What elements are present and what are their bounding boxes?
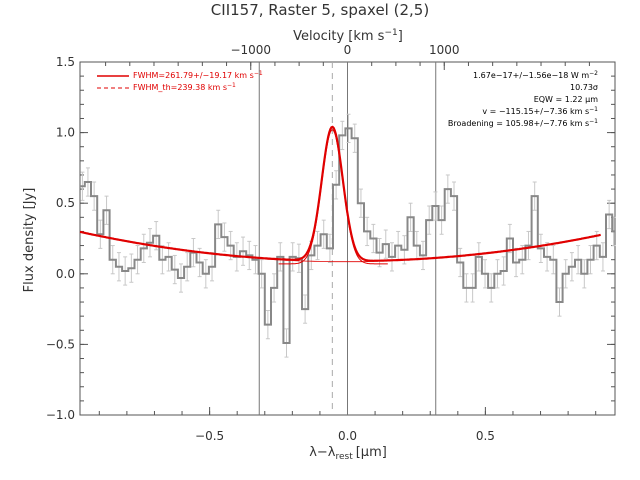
top-axis-label: Velocity [km s−1] (293, 28, 403, 44)
top-tick-label: 0 (344, 43, 352, 57)
error-bars (80, 113, 616, 358)
legend: FWHM=261.79+/−19.17 km s−1 FWHM_th=239.3… (97, 70, 263, 92)
annotation-flux-value: 1.67e−17+/−1.56e−18 W m (473, 71, 589, 80)
x-axis-label-sub: rest (335, 452, 353, 462)
y-axis-label: Flux density [Jy] (22, 188, 37, 293)
x-tick-label: −0.5 (195, 429, 224, 443)
annotation-broadening: Broadening = 105.98+/−7.76 km s−1 (448, 118, 598, 128)
annotation-velocity-sup: −1 (589, 106, 598, 113)
annotation-broadening-value: Broadening = 105.98+/−7.76 km s (448, 119, 589, 128)
total-fit-line (79, 125, 601, 262)
y-tick-label: 0.5 (56, 196, 75, 210)
x-tick-label: 0.0 (338, 429, 357, 443)
annotation-velocity-value: v = −115.15+/−7.36 km s (482, 107, 589, 116)
chart-title: CII157, Raster 5, spaxel (2,5) (211, 1, 429, 19)
fit-series (79, 125, 601, 265)
annotation-flux-sup: −2 (589, 70, 598, 77)
y-tick-label: 0.0 (56, 267, 75, 281)
spectrum-series (80, 127, 615, 344)
annotation-snr: 10.73σ (570, 83, 598, 92)
legend-entry-fwhm-th-sup: −1 (227, 82, 236, 89)
legend-entry-fwhm: FWHM=261.79+/−19.17 km s−1 (133, 70, 263, 80)
legend-entry-fwhm-sup: −1 (254, 70, 263, 77)
legend-entry-fwhm-label: FWHM=261.79+/−19.17 km s (133, 71, 254, 80)
top-axis-label-main: Velocity [km s (293, 29, 385, 44)
x-axis-label-main: λ−λ (309, 445, 336, 460)
top-tick-label: −1000 (230, 43, 271, 57)
spectrum-line (80, 127, 615, 344)
continuum-under-line (264, 258, 378, 263)
legend-entry-fwhm-th: FWHM_th=239.38 km s−1 (133, 82, 236, 92)
x-axis-label-unit: [μm] (356, 445, 387, 460)
x-tick-label: 0.5 (476, 429, 495, 443)
top-axis-label-sup: −1 (384, 28, 397, 38)
tick-labels: −1.0 −0.5 0.0 0.5 1.0 1.5 −0.5 0.0 0.5 −1000 0 1000 (46, 43, 495, 443)
y-tick-label: −1.0 (46, 408, 75, 422)
y-tick-label: 1.0 (56, 126, 75, 140)
top-axis-label-close: ] (398, 29, 403, 44)
annotation-flux: 1.67e−17+/−1.56e−18 W m−2 (473, 70, 598, 80)
reference-lines (258, 62, 437, 415)
annotation-velocity: v = −115.15+/−7.36 km s−1 (482, 106, 598, 116)
y-tick-label: 1.5 (56, 55, 75, 69)
fit-annotations: 1.67e−17+/−1.56e−18 W m−2 10.73σ EQW = 1… (448, 70, 598, 128)
legend-entry-fwhm-th-label: FWHM_th=239.38 km s (133, 83, 227, 92)
gaussian-component (278, 129, 388, 265)
top-tick-label: 1000 (429, 43, 460, 57)
annotation-eqw: EQW = 1.22 μm (534, 95, 598, 104)
y-tick-label: −0.5 (46, 337, 75, 351)
annotation-broadening-sup: −1 (589, 118, 598, 125)
x-axis-label: λ−λrest [μm] (309, 445, 387, 462)
